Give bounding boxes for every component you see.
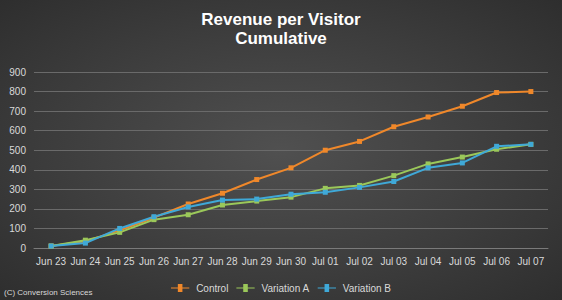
- svg-text:Control: Control: [196, 283, 228, 294]
- svg-text:Jul 06: Jul 06: [483, 256, 510, 267]
- svg-text:Jun 28: Jun 28: [207, 256, 237, 267]
- svg-text:0: 0: [20, 243, 26, 254]
- svg-text:Jul 05: Jul 05: [449, 256, 476, 267]
- svg-text:400: 400: [9, 164, 26, 175]
- svg-text:Jun 27: Jun 27: [173, 256, 203, 267]
- svg-text:Variation B: Variation B: [343, 283, 392, 294]
- svg-text:Jun 30: Jun 30: [276, 256, 306, 267]
- svg-text:Jul 03: Jul 03: [380, 256, 407, 267]
- svg-text:Jun 24: Jun 24: [70, 256, 100, 267]
- svg-text:Revenue per Visitor: Revenue per Visitor: [201, 10, 361, 29]
- svg-text:Jul 07: Jul 07: [518, 256, 545, 267]
- svg-text:Jun 26: Jun 26: [139, 256, 169, 267]
- svg-text:Jul 01: Jul 01: [312, 256, 339, 267]
- svg-text:Jun 23: Jun 23: [36, 256, 66, 267]
- svg-text:Jun 29: Jun 29: [242, 256, 272, 267]
- svg-text:300: 300: [9, 184, 26, 195]
- svg-text:200: 200: [9, 203, 26, 214]
- svg-text:Jul 02: Jul 02: [346, 256, 373, 267]
- svg-text:(C) Conversion Sciences: (C) Conversion Sciences: [4, 288, 92, 297]
- svg-text:Cumulative: Cumulative: [235, 29, 327, 48]
- svg-text:600: 600: [9, 125, 26, 136]
- svg-text:800: 800: [9, 86, 26, 97]
- svg-text:Jun 25: Jun 25: [105, 256, 135, 267]
- svg-text:Variation A: Variation A: [262, 283, 310, 294]
- svg-text:900: 900: [9, 67, 26, 78]
- svg-text:Jul 04: Jul 04: [415, 256, 442, 267]
- svg-text:100: 100: [9, 223, 26, 234]
- svg-text:500: 500: [9, 145, 26, 156]
- svg-text:700: 700: [9, 106, 26, 117]
